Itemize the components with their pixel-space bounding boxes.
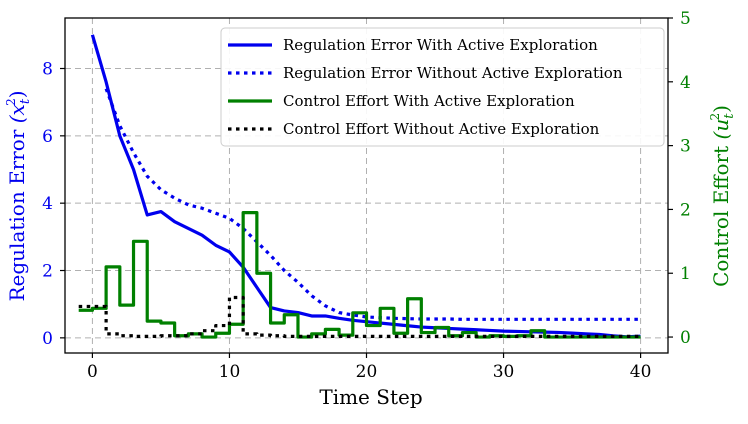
series-layer xyxy=(78,34,641,339)
right-y-axis-label: Control Effort (ut2) xyxy=(708,105,737,287)
left-y-tick-label: 0 xyxy=(42,329,53,349)
series-line-effort-without-exploration xyxy=(78,295,641,339)
right-y-tick-label: 3 xyxy=(680,137,691,157)
x-tick-label: 20 xyxy=(356,362,378,382)
left-y-axis-label-close: ) xyxy=(5,90,29,98)
right-y-tick-label: 4 xyxy=(680,73,691,93)
right-y-axis-label-text: Control Effort xyxy=(709,146,733,287)
left-y-tick-label: 8 xyxy=(42,60,53,80)
right-y-axis-label-sup: 2 xyxy=(708,113,722,121)
x-tick-label: 40 xyxy=(630,362,652,382)
legend-label-error-without-exploration: Regulation Error Without Active Explorat… xyxy=(283,64,623,82)
legend-label-error-with-exploration: Regulation Error With Active Exploration xyxy=(283,36,598,54)
left-y-axis-label-sup: 2 xyxy=(4,98,18,106)
x-tick-label: 30 xyxy=(493,362,515,382)
series-line-error-without-exploration xyxy=(104,88,641,321)
legend-label-effort-with-exploration: Control Effort With Active Exploration xyxy=(283,92,575,110)
right-y-tick-label: 2 xyxy=(680,200,691,220)
right-y-axis-label-close: ) xyxy=(709,105,733,113)
x-axis-label: Time Step xyxy=(319,385,422,409)
x-tick-label: 0 xyxy=(87,362,98,382)
left-y-tick-label: 6 xyxy=(42,127,53,147)
series-line-effort-with-exploration xyxy=(78,211,641,339)
legend-box xyxy=(220,27,665,147)
legend: Regulation Error With Active Exploration… xyxy=(220,27,665,147)
x-tick-label: 10 xyxy=(219,362,241,382)
right-y-tick-label: 1 xyxy=(680,264,691,284)
x-axis: 0 10 20 30 40 xyxy=(87,353,651,382)
right-y-tick-label: 0 xyxy=(680,328,691,348)
right-y-axis-label-sub: t xyxy=(722,113,737,119)
legend-label-effort-without-exploration: Control Effort Without Active Exploratio… xyxy=(283,120,600,138)
left-y-tick-label: 4 xyxy=(42,194,53,214)
left-y-axis: 0 2 4 6 8 xyxy=(42,60,65,349)
left-y-axis-label-math: (x xyxy=(5,104,29,123)
right-y-axis: 0 1 2 3 4 5 xyxy=(668,9,691,348)
left-y-axis-label-sub: t xyxy=(18,98,33,104)
right-y-axis-label-math: (u xyxy=(709,119,733,140)
left-y-axis-label: Regulation Error (xt2) xyxy=(4,90,33,301)
left-y-tick-label: 2 xyxy=(42,262,53,282)
right-y-tick-label: 5 xyxy=(680,9,691,29)
left-y-axis-label-text: Regulation Error xyxy=(5,129,29,301)
